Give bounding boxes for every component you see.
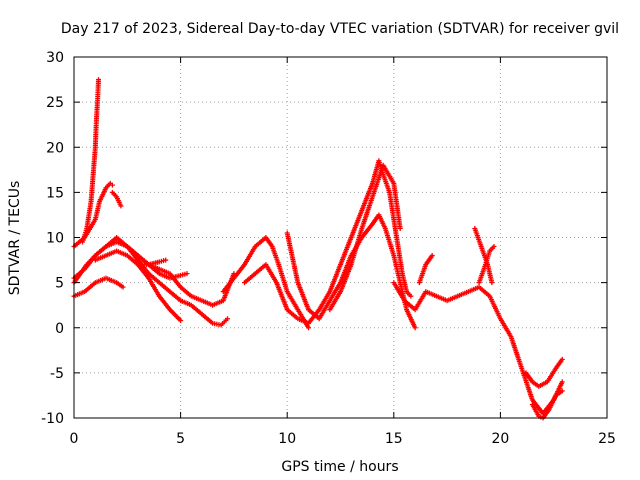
y-tick-label: 10 xyxy=(46,231,64,247)
data-point xyxy=(412,325,418,331)
series-s13 xyxy=(327,162,403,313)
y-tick-label: 5 xyxy=(55,276,64,292)
x-tick-label: 15 xyxy=(385,431,403,447)
y-tick-label: 20 xyxy=(46,140,64,156)
y-tick-label: 25 xyxy=(46,95,64,111)
series-s15 xyxy=(416,253,435,286)
x-tick-label: 20 xyxy=(491,431,509,447)
x-tick-label: 10 xyxy=(278,431,296,447)
data-point xyxy=(118,203,124,209)
x-tick-label: 0 xyxy=(70,431,79,447)
series-s8 xyxy=(124,244,190,281)
data-point xyxy=(178,318,184,324)
axis-ticks: 0 5 10 15 20 25 -10 -5 0 5 10 15 20 25 30 xyxy=(41,50,616,447)
series-s3 xyxy=(109,189,124,209)
data-point xyxy=(429,253,435,259)
series-s4 xyxy=(71,239,237,308)
series-s14 xyxy=(391,280,565,416)
chart-title: Day 217 of 2023, Sidereal Day-to-day VTE… xyxy=(61,21,619,37)
data-point xyxy=(559,356,565,362)
x-tick-label: 5 xyxy=(176,431,185,447)
series-s17 xyxy=(476,244,497,286)
y-tick-label: 15 xyxy=(46,185,64,201)
data-point xyxy=(491,244,497,250)
series-s7 xyxy=(71,275,126,299)
y-tick-label: 0 xyxy=(55,321,64,337)
plot-frame xyxy=(73,56,608,419)
data-point xyxy=(120,284,126,290)
y-tick-label: -10 xyxy=(41,411,64,427)
x-tick-label: 25 xyxy=(598,431,616,447)
series-s6 xyxy=(92,248,184,324)
data-point xyxy=(109,182,115,188)
x-axis-label: GPS time / hours xyxy=(281,459,398,475)
y-tick-label: -5 xyxy=(50,366,64,382)
data-point xyxy=(559,379,565,385)
data-point xyxy=(163,257,169,263)
grid xyxy=(74,57,607,418)
data-point xyxy=(306,325,312,331)
series-s12 xyxy=(284,212,418,331)
y-tick-label: 30 xyxy=(46,50,64,66)
series-s9 xyxy=(135,257,169,268)
data-point xyxy=(559,388,565,394)
data-point xyxy=(96,77,102,83)
data-point xyxy=(225,316,231,322)
series-s16 xyxy=(472,225,495,286)
data-point xyxy=(408,293,414,299)
data-point xyxy=(489,280,495,286)
data-marks xyxy=(71,77,565,421)
series-s2 xyxy=(80,77,102,245)
data-point xyxy=(397,225,403,231)
series-s11 xyxy=(242,158,414,326)
y-axis-label: SDTVAR / TECUs xyxy=(7,181,23,296)
data-point xyxy=(184,271,190,277)
series-s18 xyxy=(523,356,565,389)
